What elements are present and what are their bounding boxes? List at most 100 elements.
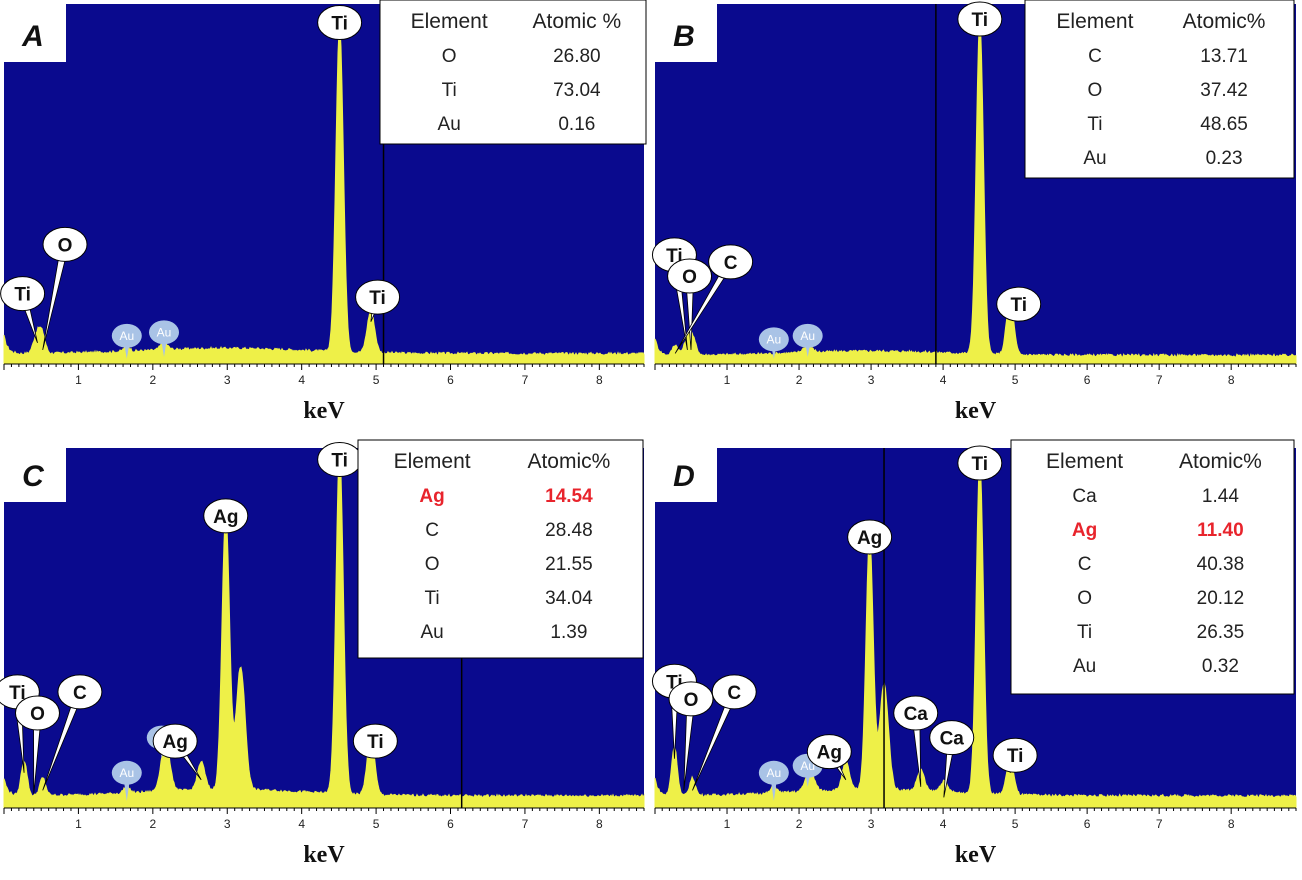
panel-a: 1 2 3 4 5 6 7 8 keV A Ti O Au Au Ti Ti Element Atomic % O 2… — [0, 0, 651, 440]
composition-table: Element Atomic% Ag 14.54 C 28.48 O 21.55 Ti 34.04… — [357, 439, 644, 659]
peak-label-text: Au — [766, 766, 781, 780]
peak-label-text: Ti — [972, 10, 989, 31]
peak-label-text: C — [727, 683, 741, 704]
table-cell-element: Ti — [442, 80, 457, 101]
peak-label: Au — [758, 327, 789, 359]
table-cell-element: Au — [438, 114, 461, 135]
x-tick-label: 3 — [868, 373, 875, 387]
table-header-element: Element — [394, 450, 471, 473]
x-axis-label: keV — [955, 398, 997, 424]
chart-svg: 12345678keVCTiOCAuAuAgAgTiTiElementAtomi… — [0, 439, 645, 868]
peak-label-bubble — [758, 760, 789, 785]
peak-label-text: Ti — [1010, 295, 1027, 316]
peak-label-text: Au — [800, 329, 815, 343]
peak-label: Au — [149, 320, 179, 357]
x-tick-label: 5 — [373, 373, 380, 387]
table-cell-element: O — [442, 46, 457, 67]
table-cell-value: 11.40 — [1197, 520, 1244, 541]
x-tick-label: 4 — [940, 817, 947, 831]
peak-label-bubble — [317, 5, 363, 41]
table-cell-element: C — [1078, 554, 1092, 575]
peak-label: Ti — [317, 5, 363, 41]
peak-label-bubble — [996, 286, 1042, 322]
peak-label-bubble — [957, 1, 1003, 37]
x-tick-label: 1 — [75, 817, 82, 831]
x-tick-label: 4 — [298, 817, 305, 831]
table-cell-value: 37.42 — [1200, 80, 1248, 101]
panel-title: C — [22, 460, 45, 493]
peak-label-bubble — [806, 734, 852, 770]
table-cell-value: 0.23 — [1206, 148, 1243, 169]
peak-label-text: Au — [119, 329, 134, 343]
peak-label: O — [42, 226, 88, 351]
table-cell-element: Ti — [1077, 622, 1092, 643]
peak-label-text: Ti — [9, 683, 26, 704]
x-tick-label: 1 — [724, 373, 731, 387]
x-tick-label: 4 — [298, 373, 305, 387]
peak-label-text: Au — [157, 325, 172, 339]
x-tick-label: 6 — [447, 817, 454, 831]
x-axis-label: keV — [303, 842, 345, 868]
table-header-atomic: Atomic% — [1183, 10, 1266, 33]
x-tick-label: 5 — [1012, 373, 1019, 387]
peak-label-text: C — [73, 683, 87, 704]
composition-table: Element Atomic% Ca 1.44 Ag 11.40 C 40.38 O 20.12 T… — [1010, 439, 1295, 695]
table-cell-value: 28.48 — [545, 520, 593, 541]
x-tick-label: 5 — [1012, 817, 1019, 831]
table-cell-element: Ag — [419, 486, 444, 507]
peak-label: Ag — [152, 723, 202, 781]
table-cell-value: 13.71 — [1200, 46, 1248, 67]
panel-title-box — [0, 440, 66, 502]
peak-label: Au — [758, 760, 789, 801]
peak-label-text: Ca — [940, 729, 965, 750]
peak-label-bubble — [111, 760, 142, 785]
peak-label-text: O — [30, 704, 45, 725]
peak-label: Ti — [957, 1, 1003, 37]
table-cell-value: 26.35 — [1197, 622, 1245, 643]
peak-label-bubble — [668, 681, 714, 717]
x-tick-label: 8 — [596, 817, 603, 831]
peak-label: Au — [792, 323, 823, 357]
peak-label-text: Ti — [367, 732, 384, 753]
spectrum-series — [3, 27, 645, 365]
x-tick-label: 2 — [796, 373, 803, 387]
x-tick-label: 6 — [1084, 373, 1091, 387]
panel-title: B — [673, 20, 695, 53]
panel-b: 1 2 3 4 5 6 7 8 keV B Ti O C Au Au Ti Ti Element Atomic% C 1… — [651, 0, 1302, 440]
table-cell-value: 1.39 — [550, 622, 587, 643]
peak-label: Ti — [992, 737, 1038, 773]
peak-label: C — [692, 674, 757, 791]
peak-label: Ag — [203, 498, 249, 534]
table-cell-value: 48.65 — [1200, 114, 1248, 135]
x-tick-label: 7 — [522, 817, 529, 831]
table-header-atomic: Atomic% — [1179, 450, 1262, 473]
table-cell-element: Au — [420, 622, 443, 643]
peak-label-bubble — [14, 695, 60, 731]
peak-label: C — [42, 674, 103, 791]
peak-label-bubble — [929, 720, 975, 756]
table-cell-element: O — [1077, 588, 1092, 609]
x-tick-label: 6 — [447, 373, 454, 387]
table-cell-element: C — [425, 520, 439, 541]
x-tick-label: 8 — [1228, 817, 1235, 831]
table-cell-element: C — [1088, 46, 1102, 67]
peak-label: Au — [111, 323, 142, 359]
table-cell-value: 40.38 — [1197, 554, 1245, 575]
table-header-element: Element — [1046, 450, 1123, 473]
peak-label-bubble — [42, 226, 88, 262]
composition-table-box — [357, 439, 644, 659]
table-cell-value: 0.32 — [1202, 656, 1239, 677]
composition-table: Element Atomic % O 26.80 Ti 73.04 Au 0.16 — [379, 0, 647, 145]
x-tick-label: 7 — [1156, 817, 1163, 831]
peak-label-bubble — [352, 723, 398, 759]
peak-label: Ag — [806, 734, 852, 781]
table-header-atomic: Atomic % — [532, 10, 621, 33]
peak-label-bubble — [847, 519, 893, 555]
spectrum-series — [654, 20, 1297, 365]
composition-table-box — [379, 0, 647, 145]
x-tick-label: 7 — [1156, 373, 1163, 387]
x-tick-label: 3 — [224, 373, 231, 387]
x-tick-label: 1 — [724, 817, 731, 831]
